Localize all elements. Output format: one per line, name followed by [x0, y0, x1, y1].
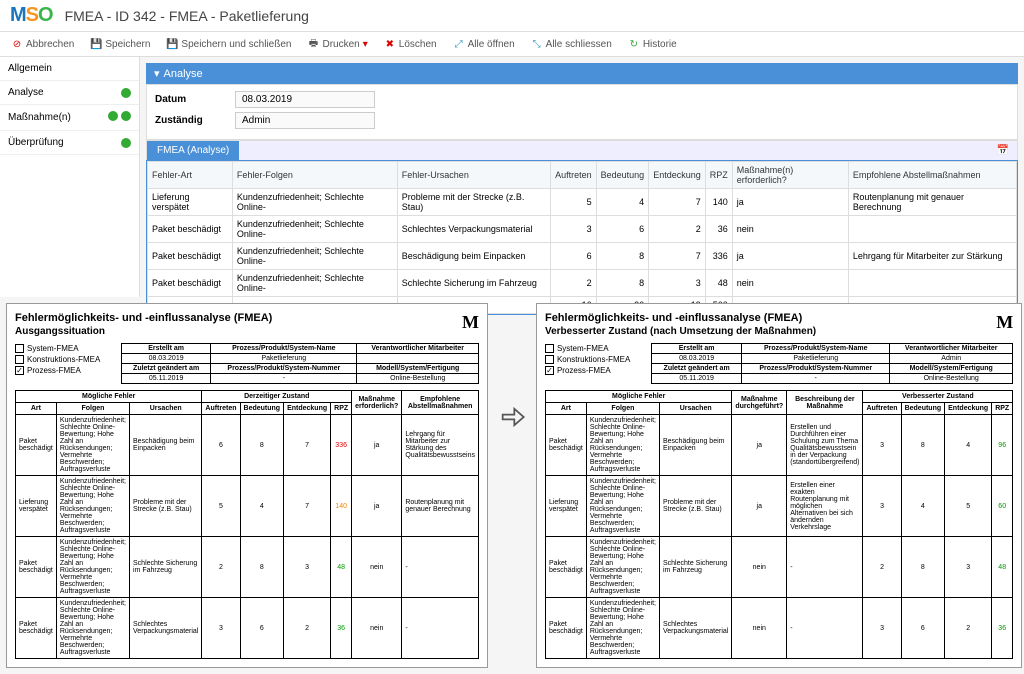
responsible-input[interactable]: Admin	[235, 112, 375, 129]
date-input[interactable]: 08.03.2019	[235, 91, 375, 108]
table-row: Paket beschädigtKundenzufriedenheit; Sch…	[545, 537, 1012, 598]
app-header: MSO FMEA - ID 342 - FMEA - Paketlieferun…	[0, 0, 1024, 32]
collapse-icon: ⤡	[531, 38, 543, 50]
responsible-label: Zuständig	[155, 115, 235, 126]
status-dot-icon	[121, 138, 131, 148]
report-logo: M	[462, 312, 479, 333]
sidebar-item-massnahmen[interactable]: Maßnahme(n)	[0, 105, 139, 131]
report-subtitle: Verbesserter Zustand (nach Umsetzung der…	[545, 326, 1013, 337]
table-row: Paket beschädigtKundenzufriedenheit; Sch…	[16, 415, 479, 476]
delete-icon: ✖	[384, 38, 396, 50]
table-row: Paket beschädigtKundenzufriedenheit; Sch…	[545, 598, 1012, 659]
arrow-icon	[498, 303, 526, 431]
report-title: Fehlermöglichkeits- und -einflussanalyse…	[545, 312, 1013, 324]
table-row: Paket beschädigtKundenzufriedenheit; Sch…	[16, 537, 479, 598]
expand-all-button[interactable]: ⤢Alle öffnen	[446, 34, 522, 54]
cancel-button[interactable]: ⊘Abbrechen	[4, 34, 81, 54]
print-icon: 🖶	[307, 38, 319, 50]
tab-bar: FMEA (Analyse) 📅	[146, 140, 1018, 160]
table-row: Lieferung verspätetKundenzufriedenheit; …	[545, 476, 1012, 537]
checkbox-system[interactable]	[545, 344, 554, 353]
collapse-all-button[interactable]: ⤡Alle schliessen	[524, 34, 619, 54]
checkbox-prozess[interactable]: ✓	[15, 366, 24, 375]
collapse-icon[interactable]: ▾	[154, 67, 160, 80]
delete-button[interactable]: ✖Löschen	[377, 34, 444, 54]
fmea-type-checklist: System-FMEA Konstruktions-FMEA ✓Prozess-…	[545, 343, 645, 384]
checkbox-system[interactable]	[15, 344, 24, 353]
table-row[interactable]: Paket beschädigtKundenzufriedenheit; Sch…	[148, 243, 1017, 270]
expand-icon: ⤢	[453, 38, 465, 50]
table-row[interactable]: Lieferung verspätetKundenzufriedenheit; …	[148, 189, 1017, 216]
status-dots	[108, 111, 131, 124]
report-table-before: Mögliche FehlerDerzeitiger ZustandMaßnah…	[15, 390, 479, 659]
table-row: Paket beschädigtKundenzufriedenheit; Sch…	[16, 598, 479, 659]
tab-fmea-analyse[interactable]: FMEA (Analyse)	[147, 141, 239, 160]
save-close-button[interactable]: 💾Speichern und schließen	[159, 34, 298, 54]
date-label: Datum	[155, 94, 235, 105]
report-logo: M	[996, 312, 1013, 333]
report-meta-grid: Erstellt amProzess/Produkt/System-NameVe…	[651, 343, 1013, 384]
checkbox-prozess[interactable]: ✓	[545, 366, 554, 375]
status-dot-icon	[121, 88, 131, 98]
logo: MSO	[10, 4, 53, 27]
save-close-icon: 💾	[166, 38, 178, 50]
report-meta-grid: Erstellt amProzess/Produkt/System-NameVe…	[121, 343, 479, 384]
report-title: Fehlermöglichkeits- und -einflussanalyse…	[15, 312, 479, 324]
checkbox-konstrukt[interactable]	[545, 355, 554, 364]
sidebar: Allgemein Analyse Maßnahme(n) Überprüfun…	[0, 57, 140, 297]
toolbar: ⊘Abbrechen 💾Speichern 💾Speichern und sch…	[0, 32, 1024, 57]
history-icon: ↻	[628, 38, 640, 50]
save-icon: 💾	[90, 38, 102, 50]
cancel-icon: ⊘	[11, 38, 23, 50]
report-subtitle: Ausgangssituation	[15, 326, 479, 337]
calendar-icon[interactable]: 📅	[989, 141, 1017, 160]
report-after: M Fehlermöglichkeits- und -einflussanaly…	[536, 303, 1022, 668]
sidebar-item-ueberpruefung[interactable]: Überprüfung	[0, 131, 139, 155]
fmea-type-checklist: System-FMEA Konstruktions-FMEA ✓Prozess-…	[15, 343, 115, 384]
table-row: Paket beschädigtKundenzufriedenheit; Sch…	[545, 415, 1012, 476]
checkbox-konstrukt[interactable]	[15, 355, 24, 364]
print-button[interactable]: 🖶Drucken▾	[300, 34, 374, 54]
form-area: Datum08.03.2019 ZuständigAdmin	[146, 84, 1018, 140]
chevron-down-icon: ▾	[363, 39, 368, 50]
sidebar-item-allgemein[interactable]: Allgemein	[0, 57, 139, 81]
table-row[interactable]: Paket beschädigtKundenzufriedenheit; Sch…	[148, 270, 1017, 297]
save-button[interactable]: 💾Speichern	[83, 34, 157, 54]
table-row: Lieferung verspätetKundenzufriedenheit; …	[16, 476, 479, 537]
page-title: FMEA - ID 342 - FMEA - Paketlieferung	[65, 8, 309, 24]
analysis-grid: Fehler-ArtFehler-FolgenFehler-UrsachenAu…	[146, 160, 1018, 315]
history-button[interactable]: ↻Historie	[621, 34, 684, 54]
sidebar-item-analyse[interactable]: Analyse	[0, 81, 139, 105]
table-row[interactable]: Paket beschädigtKundenzufriedenheit; Sch…	[148, 216, 1017, 243]
panel-header: ▾Analyse	[146, 63, 1018, 84]
report-before: M Fehlermöglichkeits- und -einflussanaly…	[6, 303, 488, 668]
report-table-after: Mögliche FehlerMaßnahme durchgeführt?Bes…	[545, 390, 1013, 659]
